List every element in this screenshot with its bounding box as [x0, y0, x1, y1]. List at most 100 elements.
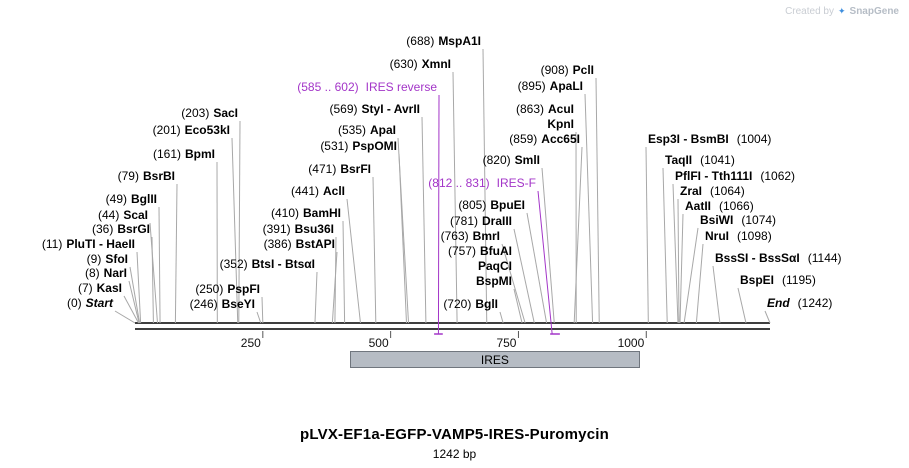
site-name: AclI [322, 184, 345, 198]
site-label-nrui[interactable]: NruI (1098) [705, 230, 772, 243]
site-position: (44) [97, 208, 120, 222]
site-connector-nrui [695, 243, 704, 324]
site-position: (1064) [710, 184, 745, 198]
site-label-bspei[interactable]: BspEI (1195) [740, 274, 816, 287]
site-label-btsi-bts-i[interactable]: (352) BtsI - BtsαI [220, 258, 315, 271]
site-label-mspa1i[interactable]: (688) MspA1I [406, 35, 481, 48]
site-label-bfuai[interactable]: (757) BfuAI PaqCI BspMI [448, 245, 512, 288]
site-name: BmrI [472, 229, 500, 243]
site-label-bsrgi[interactable]: (36) BsrGI [92, 223, 150, 236]
site-label-scai[interactable]: (44) ScaI [98, 209, 148, 222]
site-position: (820) [482, 153, 511, 167]
site-label-aatii[interactable]: AatII (1066) [685, 200, 754, 213]
site-connector-pspomi [398, 153, 407, 324]
site-label-acli[interactable]: (441) AclI [291, 185, 345, 198]
site-connector-xmni [452, 71, 458, 324]
site-position: (763) [440, 229, 469, 243]
site-label-bseyi[interactable]: (246) BseYI [190, 298, 255, 311]
site-connector-pcli [595, 77, 600, 324]
site-label-apai[interactable]: (535) ApaI [338, 124, 396, 137]
site-name: MspA1I [438, 34, 481, 48]
site-label-styi-avrii[interactable]: (569) StyI - AvrII [330, 103, 420, 116]
site-label-end[interactable]: End (1242) [767, 297, 832, 310]
primer-range: (585 .. 602) [297, 80, 359, 94]
site-position: (7) [77, 281, 93, 295]
site-label-acui[interactable]: (863) AcuI KpnI [516, 103, 574, 131]
site-label-smli[interactable]: (820) SmlI [483, 154, 540, 167]
site-connector-pflfi-tth111i [672, 183, 679, 324]
snapgene-logo-icon: ✦ [837, 6, 846, 16]
site-label-eco53ki[interactable]: (201) Eco53kI [153, 124, 230, 137]
site-connector-bglii [158, 206, 161, 324]
site-name: BsrFI [340, 162, 371, 176]
site-connector-saci [238, 120, 241, 324]
site-name: BpuEI [490, 198, 525, 212]
site-name: StyI - AvrII [361, 102, 420, 116]
feature-label: IRES [480, 352, 509, 367]
site-label-start[interactable]: (0) Start [67, 297, 113, 310]
site-label-pcli[interactable]: (908) PclI [541, 64, 594, 77]
watermark: Created by ✦ SnapGene [785, 6, 899, 17]
primer-label-ires-f[interactable]: (812 .. 831) IRES-F [428, 177, 536, 190]
site-label-draiii[interactable]: (781) DraIII [450, 215, 512, 228]
site-position: (0) [66, 296, 82, 310]
site-name: BtsI - BtsαI [251, 257, 315, 271]
site-label-bgli[interactable]: (720) BglI [443, 298, 498, 311]
site-label-pflfi-tth111i[interactable]: PflFI - Tth111I (1062) [675, 170, 795, 183]
site-label-taqii[interactable]: TaqII (1041) [665, 154, 735, 167]
primer-label-ires-reverse[interactable]: (585 .. 602) IRES reverse [297, 81, 437, 94]
site-label-xmni[interactable]: (630) XmnI [390, 58, 451, 71]
site-position: (161) [152, 147, 181, 161]
site-label-bamhi[interactable]: (410) BamHI [271, 207, 341, 220]
site-position: (391) [262, 222, 291, 236]
site-position: (386) [263, 237, 292, 251]
site-position: (36) [91, 222, 114, 236]
site-label-bstapi[interactable]: (386) BstAPI [264, 238, 335, 251]
site-name: PluTI - HaeII [66, 237, 135, 251]
site-label-saci[interactable]: (203) SacI [181, 107, 238, 120]
site-label-bpuei[interactable]: (805) BpuEI [458, 199, 525, 212]
site-label-bsrbi[interactable]: (79) BsrBI [118, 170, 175, 183]
site-connector-pluti-haeii [136, 251, 142, 324]
site-name: AcuI [547, 102, 574, 116]
site-connector-mspa1i [482, 48, 488, 324]
site-label-pspomi[interactable]: (531) PspOMI [320, 140, 397, 153]
site-position: (441) [290, 184, 319, 198]
page-title: pLVX-EF1a-EGFP-VAMP5-IRES-Puromycin [300, 426, 609, 443]
site-connector-bsiwi [683, 227, 699, 324]
site-connector-bpuei [526, 212, 548, 324]
site-connector-esp3i-bsmbi [645, 146, 649, 324]
site-label-pspfi[interactable]: (250) PspFI [195, 283, 260, 296]
site-label-bsssi-bsss-i[interactable]: BssSI - BssSαI (1144) [715, 252, 842, 265]
site-label-pluti-haeii[interactable]: (11) PluTI - HaeII [42, 238, 135, 251]
site-connector-bstapi [331, 251, 338, 324]
site-name: Start [85, 296, 113, 310]
site-label-nari[interactable]: (8) NarI [85, 267, 127, 280]
site-name: ApaI [369, 123, 396, 137]
site-label-bmri[interactable]: (763) BmrI [441, 230, 500, 243]
feature-ires[interactable]: IRES [349, 351, 641, 368]
site-label-sfoi[interactable]: (9) SfoI [87, 253, 128, 266]
site-position: (1098) [737, 229, 772, 243]
site-name: PaqCI [477, 259, 512, 273]
site-label-bpmi[interactable]: (161) BpmI [153, 148, 215, 161]
site-label-bsu36i[interactable]: (391) Bsu36I [263, 223, 334, 236]
site-position: (535) [337, 123, 366, 137]
site-label-bsiwi[interactable]: BsiWI (1074) [700, 214, 776, 227]
site-label-apali[interactable]: (895) ApaLI [518, 80, 583, 93]
site-label-esp3i-bsmbi[interactable]: Esp3I - BsmBI (1004) [648, 133, 771, 146]
site-position: (863) [515, 102, 544, 116]
site-label-zrai[interactable]: ZraI (1064) [680, 185, 745, 198]
site-label-bglii[interactable]: (49) BglII [106, 193, 157, 206]
site-position: (9) [86, 252, 102, 266]
site-connector-taqii [662, 167, 668, 324]
site-label-kasi[interactable]: (7) KasI [78, 282, 122, 295]
site-connector-scai [149, 222, 158, 324]
site-connector-bsssi-bsss-i [712, 265, 721, 324]
site-name: ApaLI [549, 79, 583, 93]
site-name: BsiWI [700, 213, 734, 227]
site-connector-bspei [737, 287, 747, 324]
site-label-bsrfi[interactable]: (471) BsrFI [308, 163, 371, 176]
site-label-acc65i[interactable]: (859) Acc65I [509, 133, 580, 146]
